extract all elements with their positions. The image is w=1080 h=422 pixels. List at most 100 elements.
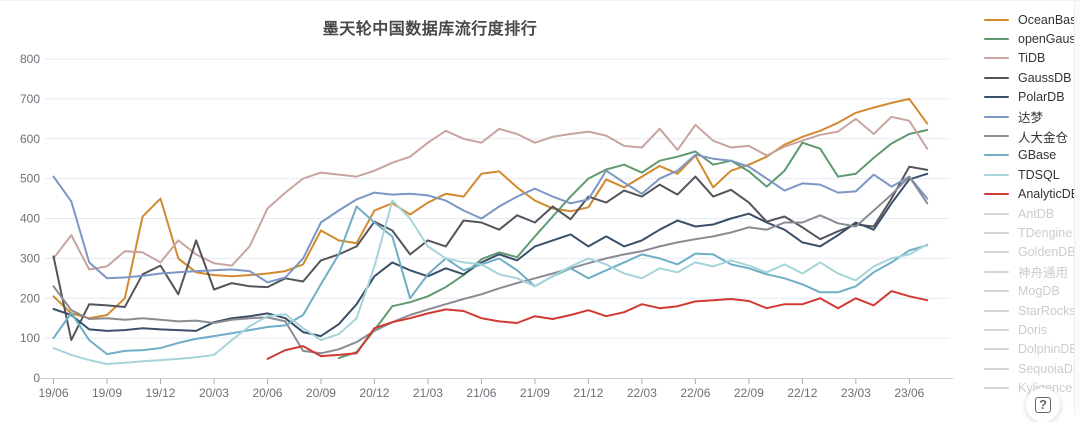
series-line-openGauss (337, 129, 929, 360)
legend-swatch (984, 38, 1009, 41)
legend-label: 人大金仓 (1018, 130, 1069, 145)
legend-swatch (984, 270, 1009, 273)
x-axis-label: 21/12 (573, 386, 603, 400)
x-axis-label: 22/03 (627, 386, 657, 400)
x-axis-label: 21/06 (466, 386, 496, 400)
legend-swatch (984, 76, 1009, 79)
chart-title: 墨天轮中国数据库流行度排行 (322, 21, 538, 38)
x-axis-label: 20/12 (359, 386, 389, 400)
y-axis-label: 300 (20, 251, 40, 265)
legend-label: AnalyticDB (1018, 187, 1080, 202)
x-axis-label: 22/06 (680, 386, 710, 400)
legend-swatch (984, 18, 1009, 21)
y-axis-label: 600 (20, 132, 40, 146)
legend-swatch (984, 290, 1009, 293)
legend-label: OceanBase (1018, 12, 1080, 27)
x-axis-label: 22/12 (787, 386, 817, 400)
legend-swatch (984, 367, 1009, 370)
legend-item-SequoiaDB[interactable]: SequoiaDB (984, 359, 1080, 378)
legend-label: StarRocks (1018, 303, 1076, 318)
y-axis-label: 800 (20, 52, 40, 66)
question-mark-icon: ? (1035, 397, 1051, 413)
legend-item-神舟通用[interactable]: 神舟通用 (984, 262, 1080, 281)
series-line-PolarDB (52, 172, 929, 338)
legend-swatch (984, 154, 1009, 157)
legend-label: 达梦 (1018, 111, 1044, 126)
legend-swatch (984, 387, 1009, 390)
legend-item-GoldenDB[interactable]: GoldenDB (984, 243, 1080, 262)
x-axis-label: 21/09 (520, 386, 550, 400)
legend-swatch (984, 193, 1009, 196)
legend-item-OceanBase[interactable]: OceanBase (984, 10, 1080, 29)
legend-item-openGauss[interactable]: openGauss (984, 29, 1080, 48)
legend-item-StarRocks[interactable]: StarRocks (984, 301, 1080, 320)
series-line-人大金仓 (52, 175, 929, 355)
legend-swatch (984, 328, 1009, 331)
x-axis-label: 19/12 (145, 386, 175, 400)
legend-label: AntDB (1018, 206, 1055, 221)
legend-label: SequoiaDB (1018, 361, 1080, 376)
legend: OceanBase openGauss TiDB GaussDB PolarDB 达梦人大… (984, 10, 1080, 398)
legend-label: MogDB (1018, 284, 1060, 299)
legend-label: GaussDB (1018, 70, 1072, 85)
x-axis-label: 23/06 (894, 386, 924, 400)
legend-swatch (984, 231, 1009, 234)
y-axis-label: 700 (20, 92, 40, 106)
legend-item-DolphinDB[interactable]: DolphinDB (984, 340, 1080, 359)
help-button[interactable]: ? (1026, 388, 1060, 422)
x-axis-label: 20/03 (199, 386, 229, 400)
legend-label: TDengine (1018, 225, 1073, 240)
legend-swatch (984, 115, 1009, 118)
legend-swatch (984, 173, 1009, 176)
series-line-GBase (52, 205, 929, 356)
legend-item-GBase[interactable]: GBase (984, 146, 1080, 165)
legend-item-达梦[interactable]: 达梦 (984, 107, 1080, 126)
legend-item-TDSQL[interactable]: TDSQL (984, 165, 1080, 184)
legend-swatch (984, 96, 1009, 99)
x-axis-label: 20/09 (306, 386, 336, 400)
series-line-达梦 (52, 153, 929, 284)
x-axis-label: 22/09 (734, 386, 764, 400)
legend-label: GBase (1018, 148, 1057, 163)
legend-item-人大金仓[interactable]: 人大金仓 (984, 126, 1080, 145)
legend-item-TiDB[interactable]: TiDB (984, 49, 1080, 68)
y-axis-label: 0 (33, 371, 40, 385)
legend-item-MogDB[interactable]: MogDB (984, 281, 1080, 300)
x-axis-label: 19/06 (38, 386, 68, 400)
legend-item-Doris[interactable]: Doris (984, 320, 1080, 339)
legend-label: openGauss (1018, 32, 1080, 47)
legend-label: PolarDB (1018, 90, 1065, 105)
legend-label: DolphinDB (1018, 342, 1078, 357)
legend-swatch (984, 212, 1009, 215)
legend-label: Doris (1018, 322, 1048, 337)
legend-item-PolarDB[interactable]: PolarDB (984, 88, 1080, 107)
y-axis-label: 500 (20, 172, 40, 186)
legend-label: GoldenDB (1018, 245, 1076, 260)
x-axis-label: 23/03 (841, 386, 871, 400)
legend-item-AnalyticDB[interactable]: AnalyticDB (984, 185, 1080, 204)
legend-item-AntDB[interactable]: AntDB (984, 204, 1080, 223)
legend-item-GaussDB[interactable]: GaussDB (984, 68, 1080, 87)
scrollbar-track[interactable] (1074, 1, 1080, 415)
y-axis-label: 400 (20, 212, 40, 226)
legend-swatch (984, 348, 1009, 351)
y-axis-label: 200 (20, 291, 40, 305)
legend-item-TDengine[interactable]: TDengine (984, 223, 1080, 242)
legend-swatch (984, 57, 1009, 60)
series-line-OceanBase (52, 97, 929, 320)
legend-swatch (984, 309, 1009, 312)
series-line-AnalyticDB (266, 290, 929, 360)
legend-label: TiDB (1018, 51, 1046, 66)
x-axis-label: 20/06 (252, 386, 282, 400)
series-line-TDSQL (52, 199, 929, 365)
series-line-GaussDB (52, 165, 929, 342)
y-axis-label: 100 (20, 331, 40, 345)
legend-swatch (984, 135, 1009, 138)
x-axis-label: 21/03 (413, 386, 443, 400)
legend-swatch (984, 251, 1009, 254)
x-axis-label: 19/09 (92, 386, 122, 400)
series-line-TiDB (52, 115, 929, 271)
legend-label: TDSQL (1018, 167, 1060, 182)
